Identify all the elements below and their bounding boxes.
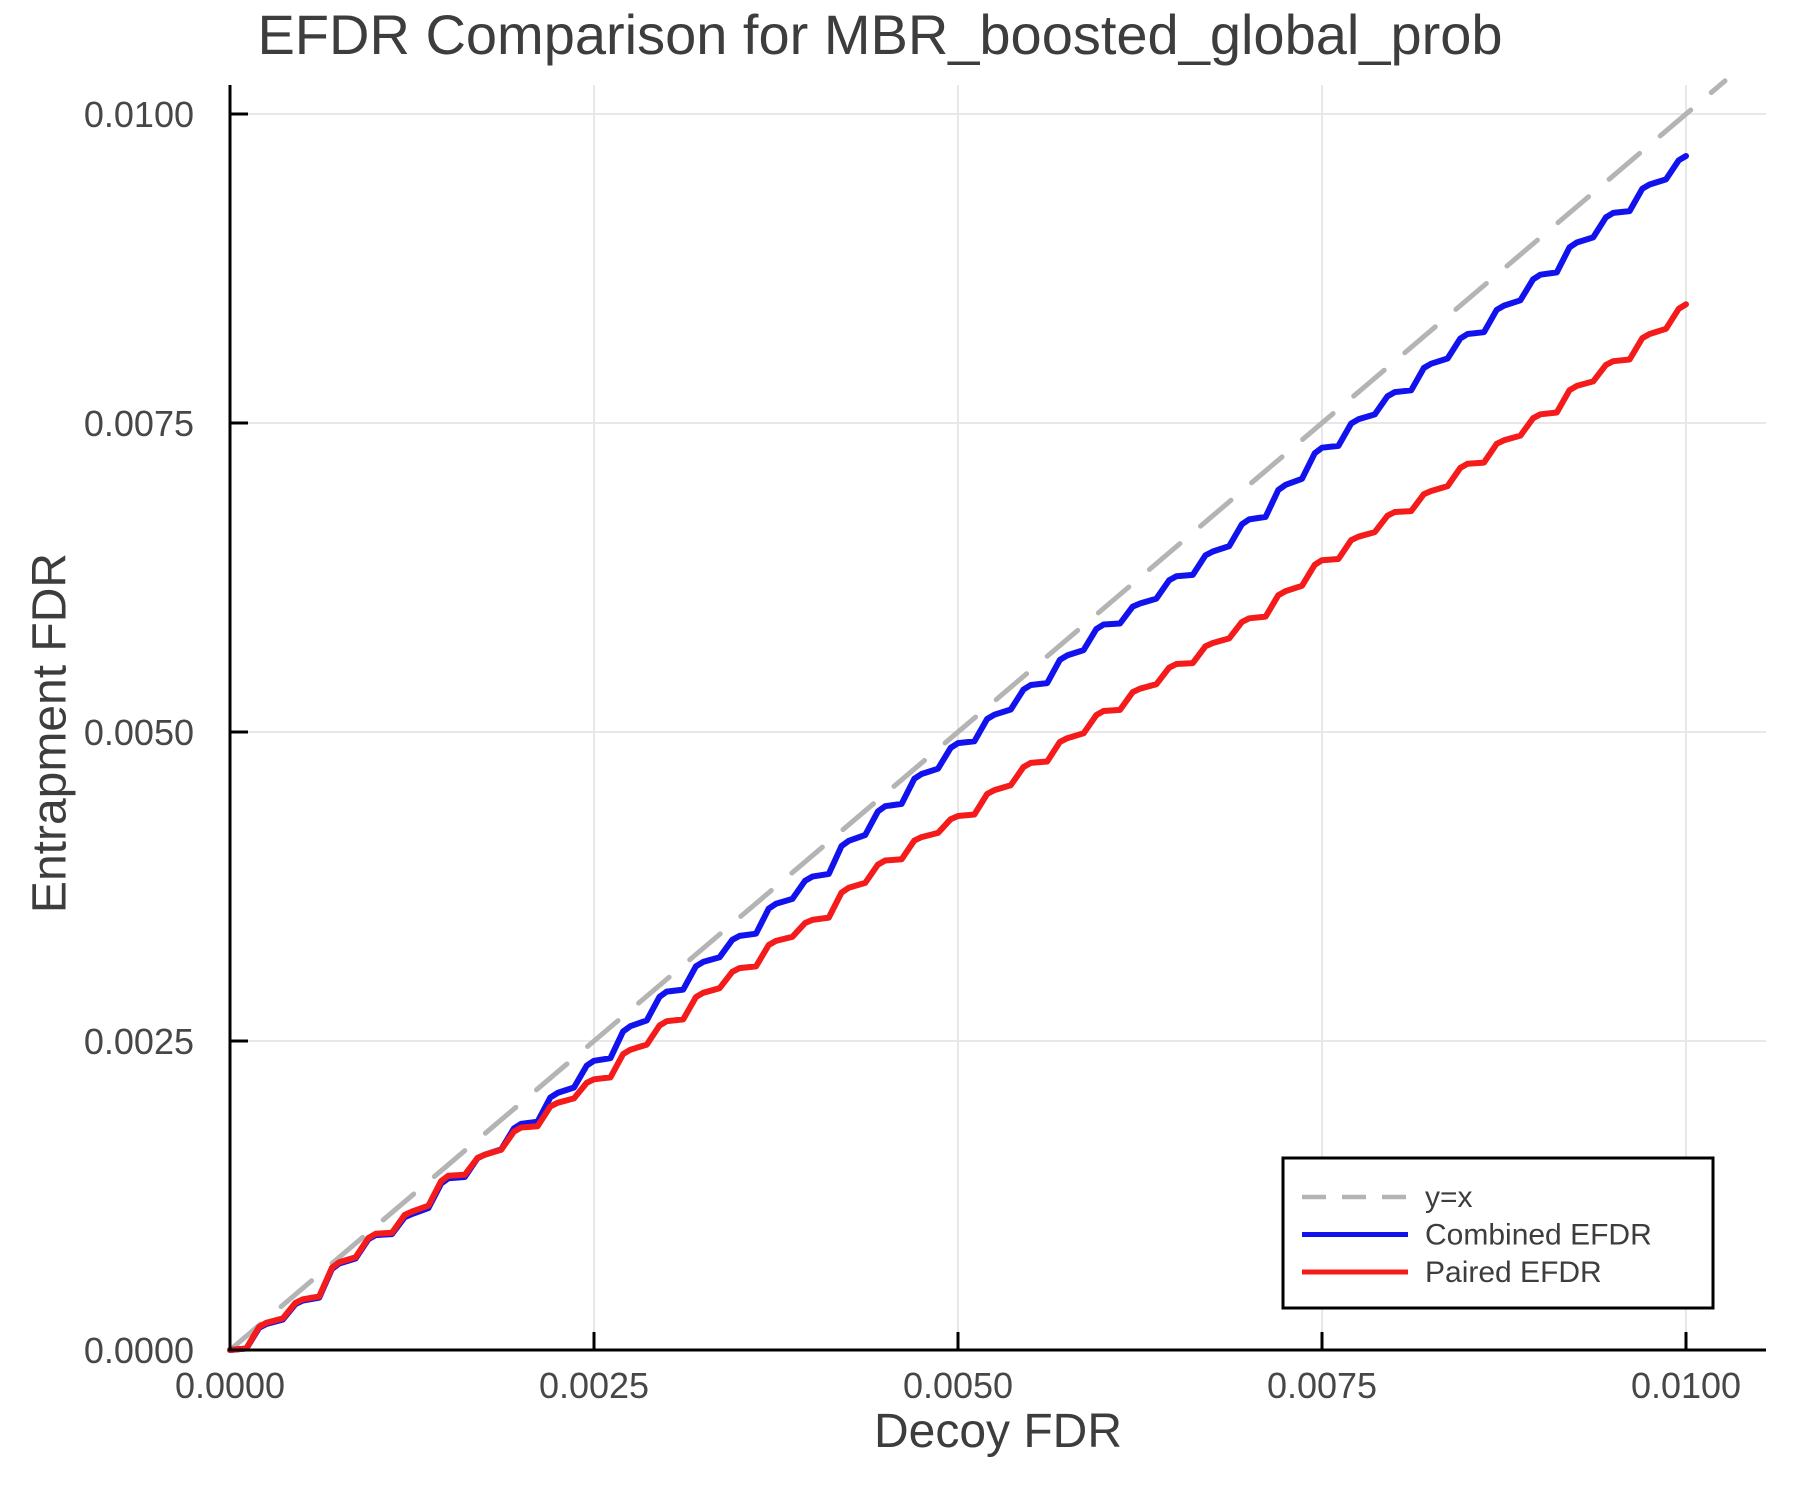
y-tick-label: 0.0100 bbox=[84, 94, 194, 135]
legend-label: y=x bbox=[1425, 1181, 1473, 1214]
legend-label: Combined EFDR bbox=[1425, 1219, 1652, 1252]
y-tick-label: 0.0050 bbox=[84, 712, 194, 753]
x-tick-label: 0.0025 bbox=[539, 1365, 649, 1406]
legend-label: Paired EFDR bbox=[1425, 1256, 1602, 1289]
y-axis-label: Entrapment FDR bbox=[23, 552, 77, 914]
x-tick-label: 0.0075 bbox=[1267, 1365, 1377, 1406]
series-line-y-x bbox=[227, 78, 1728, 1353]
x-axis-label: Decoy FDR bbox=[873, 1405, 1123, 1458]
y-tick-label: 0.0025 bbox=[84, 1021, 194, 1062]
x-tick-label: 0.0000 bbox=[175, 1365, 285, 1406]
chart-title: EFDR Comparison for MBR_boosted_global_p… bbox=[257, 3, 1503, 66]
x-tick-label: 0.0050 bbox=[903, 1365, 1013, 1406]
y-tick-label: 0.0075 bbox=[84, 403, 194, 444]
series-line-paired-efdr bbox=[227, 301, 1689, 1353]
x-tick-label: 0.0100 bbox=[1631, 1365, 1741, 1406]
y-tick-label: 0.0000 bbox=[84, 1330, 194, 1371]
